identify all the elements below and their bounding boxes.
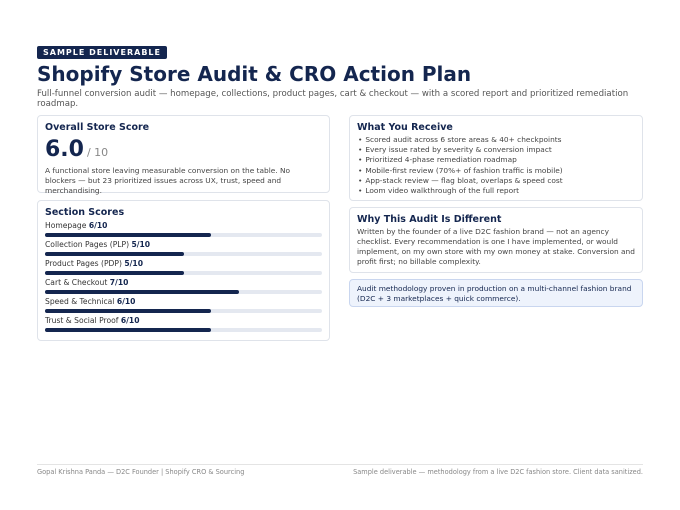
score-track xyxy=(45,271,322,275)
score-bar xyxy=(45,233,212,237)
score-label: 6/10 xyxy=(120,316,140,325)
score-track xyxy=(45,252,322,256)
score-bar xyxy=(45,309,212,313)
score-row: Speed & Technical 6/10 xyxy=(45,297,322,306)
score-label: 7/10 xyxy=(109,278,129,287)
note: Audit methodology proven in production o… xyxy=(349,279,643,307)
score-name: Trust & Social Proof xyxy=(45,316,119,325)
score-name: Homepage xyxy=(45,221,87,230)
score-track xyxy=(45,233,322,237)
receive-item: Scored audit across 6 store areas & 40+ … xyxy=(365,135,635,145)
card-heading: Section Scores xyxy=(45,207,125,218)
score-bar xyxy=(45,328,212,332)
score-bar xyxy=(45,271,184,275)
score-track xyxy=(45,328,322,332)
title: Shopify Store Audit & CRO Action Plan xyxy=(37,62,472,86)
summary: A functional store leaving measurable co… xyxy=(45,166,291,195)
footer-left: Gopal Krishna Panda — D2C Founder | Shop… xyxy=(37,468,245,476)
score-name: Speed & Technical xyxy=(45,297,115,306)
score-label: 6/10 xyxy=(116,297,136,306)
out-of: / 10 xyxy=(86,146,109,159)
card-heading: Overall Store Score xyxy=(45,122,150,133)
score-label: 5/10 xyxy=(124,259,143,268)
score-list: Homepage 6/10 Collection Pages (PLP) 5/10… xyxy=(45,221,322,332)
footer-right: Sample deliverable — methodology from a … xyxy=(353,468,643,476)
score-row: Homepage 6/10 xyxy=(45,221,322,230)
score-label: 5/10 xyxy=(131,240,151,249)
score-name: Collection Pages (PLP) xyxy=(45,240,130,249)
score-row: Collection Pages (PLP) 5/10 xyxy=(45,240,322,249)
card-heading: What You Receive xyxy=(357,122,453,133)
section-card: Section Scores Homepage 6/10 Collection P… xyxy=(37,200,330,341)
score-bar xyxy=(45,290,239,294)
receive-item: Mobile-first review (70%+ of fashion tra… xyxy=(365,166,635,176)
badge: SAMPLE DELIVERABLE xyxy=(37,46,167,59)
score-track xyxy=(45,290,322,294)
subtitle: Full-funnel conversion audit — homepage,… xyxy=(37,89,629,109)
score-label: 6/10 xyxy=(88,221,108,230)
score-row: Product Pages (PDP) 5/10 xyxy=(45,259,322,268)
score-track xyxy=(45,309,322,313)
different-card: Why This Audit Is Different Written by t… xyxy=(349,207,643,273)
receive-item: App-stack review — flag bloat, overlaps … xyxy=(365,176,635,186)
overall-card: Overall Store Score 6.0/ 10 A functional… xyxy=(37,115,330,195)
score-name: Product Pages (PDP) xyxy=(45,259,122,268)
receive-item: Every issue rated by severity & conversi… xyxy=(365,145,635,155)
receive-list: Scored audit across 6 store areas & 40+ … xyxy=(357,135,635,196)
footer-rule xyxy=(37,464,643,465)
card-heading: Why This Audit Is Different xyxy=(357,214,502,225)
receive-card: What You Receive Scored audit across 6 s… xyxy=(349,115,643,201)
score-row: Trust & Social Proof 6/10 xyxy=(45,316,322,325)
different-text: Written by the founder of a live D2C fas… xyxy=(357,227,635,266)
score-line: 6.0/ 10 xyxy=(45,137,322,162)
score-row: Cart & Checkout 7/10 xyxy=(45,278,322,287)
receive-item: Prioritized 4-phase remediation roadmap xyxy=(365,155,635,165)
score-bar xyxy=(45,252,184,256)
receive-item: Loom video walkthrough of the full repor… xyxy=(365,186,635,196)
score-name: Cart & Checkout xyxy=(45,278,108,287)
overall-score: 6.0 xyxy=(45,137,84,162)
